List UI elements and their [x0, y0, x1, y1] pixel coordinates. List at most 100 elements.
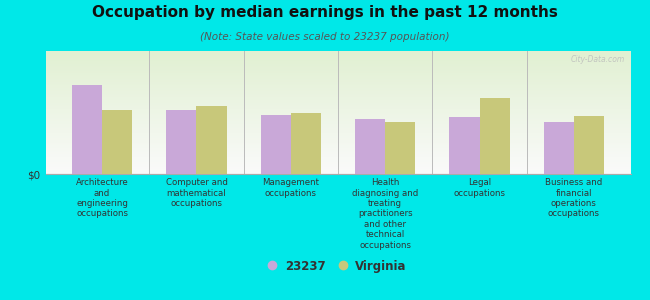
Bar [355, 118, 385, 174]
Bar [480, 98, 510, 174]
Bar [46, 105, 630, 106]
Bar [46, 83, 630, 84]
Bar [46, 170, 630, 171]
Bar [46, 144, 630, 145]
Bar [46, 56, 630, 57]
Bar [574, 116, 604, 174]
Bar [46, 158, 630, 159]
Bar [46, 64, 630, 65]
Bar [46, 94, 630, 95]
Bar [46, 118, 630, 119]
Bar [46, 167, 630, 168]
Bar [46, 132, 630, 133]
Bar [46, 62, 630, 63]
Bar [46, 147, 630, 148]
Bar [46, 82, 630, 83]
Bar [46, 122, 630, 123]
Bar [46, 80, 630, 81]
Bar [46, 112, 630, 113]
Bar [46, 76, 630, 77]
Bar [46, 104, 630, 105]
Bar [46, 162, 630, 163]
Bar [46, 155, 630, 156]
Bar [46, 156, 630, 157]
Bar [46, 161, 630, 162]
Bar [46, 77, 630, 78]
Bar [46, 125, 630, 126]
Bar [46, 143, 630, 144]
Bar [46, 79, 630, 80]
Bar [46, 148, 630, 149]
Text: Occupation by median earnings in the past 12 months: Occupation by median earnings in the pas… [92, 4, 558, 20]
Bar [46, 88, 630, 89]
Bar [46, 151, 630, 152]
Bar [46, 121, 630, 122]
Bar [46, 120, 630, 121]
Bar [46, 51, 630, 52]
Bar [46, 92, 630, 93]
Bar [46, 137, 630, 138]
Bar [46, 86, 630, 87]
Bar [46, 98, 630, 99]
Bar [46, 124, 630, 125]
Bar [46, 72, 630, 73]
Bar [46, 96, 630, 97]
Bar [46, 152, 630, 153]
Bar [46, 99, 630, 100]
Bar [46, 173, 630, 174]
Bar [46, 85, 630, 86]
Bar [196, 106, 227, 174]
Bar [46, 150, 630, 151]
Text: City-Data.com: City-Data.com [571, 55, 625, 64]
Bar [261, 115, 291, 174]
Bar [46, 100, 630, 101]
Bar [46, 160, 630, 161]
Bar [46, 149, 630, 150]
Legend: 23237, Virginia: 23237, Virginia [270, 260, 406, 273]
Bar [46, 90, 630, 91]
Bar [46, 169, 630, 170]
Bar [543, 122, 574, 174]
Bar [46, 117, 630, 118]
Bar [46, 129, 630, 130]
Bar [46, 153, 630, 154]
Bar [46, 60, 630, 61]
Bar [46, 63, 630, 64]
Bar [46, 136, 630, 137]
Bar [46, 128, 630, 129]
Bar [46, 165, 630, 166]
Bar [46, 61, 630, 62]
Bar [46, 145, 630, 146]
Bar [46, 126, 630, 127]
Bar [46, 127, 630, 128]
Bar [46, 168, 630, 169]
Bar [46, 141, 630, 142]
Bar [46, 135, 630, 136]
Bar [46, 164, 630, 165]
Bar [449, 117, 480, 174]
Bar [46, 81, 630, 82]
Bar [46, 139, 630, 140]
Bar [46, 52, 630, 53]
Bar [46, 67, 630, 68]
Bar [46, 123, 630, 124]
Bar [46, 95, 630, 96]
Bar [46, 113, 630, 114]
Bar [46, 114, 630, 115]
Bar [46, 171, 630, 172]
Bar [46, 133, 630, 134]
Bar [46, 65, 630, 66]
Bar [46, 87, 630, 88]
Bar [46, 138, 630, 139]
Bar [46, 142, 630, 143]
Bar [46, 84, 630, 85]
Bar [46, 61, 630, 62]
Bar [46, 70, 630, 71]
Bar [102, 110, 133, 174]
Bar [46, 57, 630, 58]
Bar [46, 68, 630, 69]
Bar [46, 73, 630, 74]
Bar [46, 78, 630, 79]
Bar [46, 140, 630, 141]
Bar [46, 157, 630, 158]
